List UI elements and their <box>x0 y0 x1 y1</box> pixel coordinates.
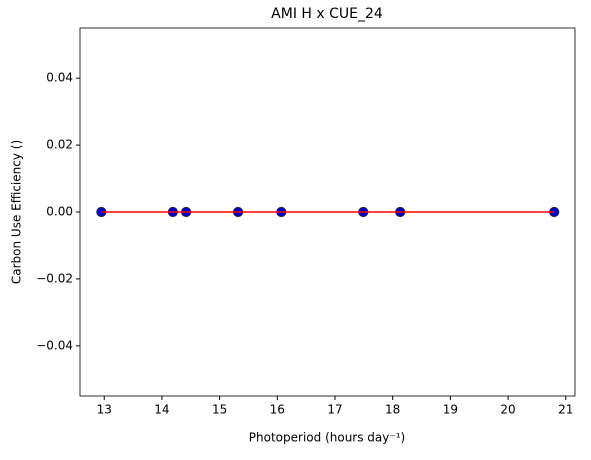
y-tick-label: 0.00 <box>46 205 73 219</box>
y-tick-label: −0.04 <box>36 338 73 352</box>
y-tick-label: 0.04 <box>46 71 73 85</box>
x-tick-label: 20 <box>500 403 515 417</box>
x-tick-label: 19 <box>443 403 458 417</box>
x-axis-label: Photoperiod (hours day⁻¹) <box>249 431 405 445</box>
x-tick-label: 14 <box>154 403 169 417</box>
y-axis-label: Carbon Use Efficiency () <box>10 140 24 284</box>
x-tick-label: 17 <box>327 403 342 417</box>
chart-title: AMI H x CUE_24 <box>271 6 383 22</box>
x-tick-label: 15 <box>212 403 227 417</box>
y-tick-label: −0.02 <box>36 271 73 285</box>
x-tick-label: 16 <box>270 403 285 417</box>
x-tick-label: 21 <box>558 403 573 417</box>
x-tick-label: 13 <box>97 403 112 417</box>
plot-frame <box>79 27 576 397</box>
y-tick-label: 0.02 <box>46 138 73 152</box>
x-tick-label: 18 <box>385 403 400 417</box>
